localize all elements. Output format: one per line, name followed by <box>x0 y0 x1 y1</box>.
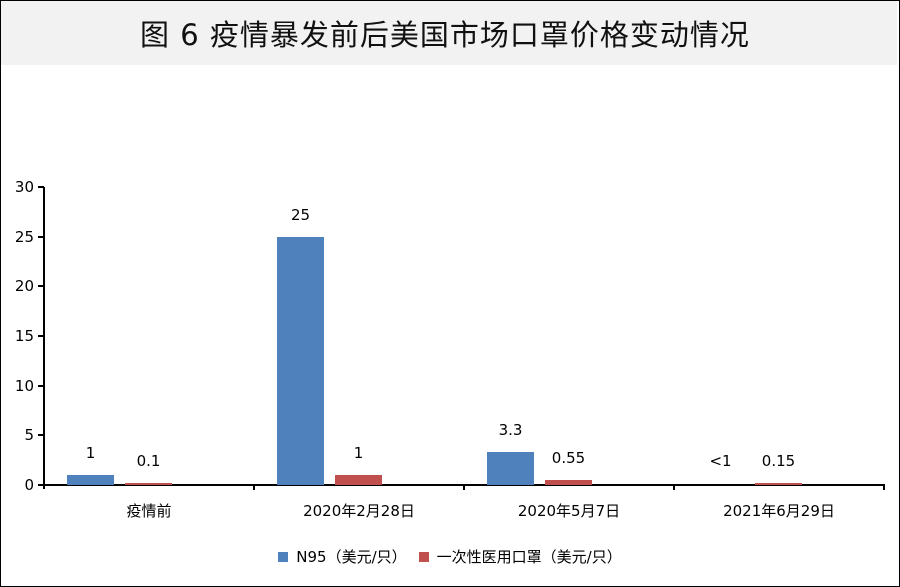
y-tick <box>38 186 44 188</box>
bar-n95[interactable] <box>67 475 114 485</box>
y-tick <box>38 484 44 486</box>
legend-label-n95: N95（美元/只） <box>296 548 407 566</box>
category-label: 疫情前 <box>126 502 172 520</box>
y-tick-label: 0 <box>24 476 34 494</box>
y-tick <box>38 235 44 238</box>
legend: N95（美元/只） 一次性医用口罩（美元/只） <box>0 546 900 567</box>
data-label: 0.1 <box>136 452 161 470</box>
legend-item-medical: 一次性医用口罩（美元/只） <box>418 546 622 567</box>
data-label: 1 <box>85 444 96 463</box>
y-tick-label: 25 <box>14 227 34 246</box>
legend-swatch-n95 <box>278 551 289 562</box>
x-tick <box>883 484 885 490</box>
chart-title: 图 6 疫情暴发前后美国市场口罩价格变动情况 <box>140 18 750 52</box>
data-label: 1 <box>353 444 364 463</box>
y-tick-label: 15 <box>14 327 34 345</box>
category-label: 2020年5月7日 <box>517 502 621 520</box>
y-tick <box>38 434 44 437</box>
x-tick <box>463 484 465 490</box>
legend-item-n95: N95（美元/只） <box>278 546 407 567</box>
bar-medical[interactable] <box>755 483 802 485</box>
legend-label-medical: 一次性医用口罩（美元/只） <box>436 548 622 566</box>
y-tick-label: 10 <box>14 376 34 395</box>
legend-swatch-medical <box>418 551 429 562</box>
bar-medical[interactable] <box>335 475 382 485</box>
data-label: 0.15 <box>761 452 796 470</box>
x-tick <box>253 484 255 490</box>
data-label: 0.55 <box>551 448 586 467</box>
y-tick-label: 20 <box>14 277 34 296</box>
category-label: 2021年6月29日 <box>723 502 835 520</box>
bar-n95[interactable] <box>487 452 534 485</box>
data-label: <1 <box>709 452 732 470</box>
y-axis <box>43 187 45 489</box>
category-label: 2020年2月28日 <box>303 502 415 520</box>
y-tick-label: 30 <box>14 178 34 196</box>
title-bar: 图 6 疫情暴发前后美国市场口罩价格变动情况 <box>1 1 897 65</box>
y-tick <box>38 384 44 387</box>
y-tick <box>38 285 44 288</box>
y-tick <box>38 335 44 337</box>
data-label: 25 <box>290 205 311 224</box>
bar-n95[interactable] <box>277 236 324 485</box>
bar-medical[interactable] <box>545 479 592 485</box>
x-tick <box>673 484 675 490</box>
data-label: 3.3 <box>498 421 523 440</box>
y-tick-label: 5 <box>24 426 34 445</box>
bar-medical[interactable] <box>125 483 172 485</box>
